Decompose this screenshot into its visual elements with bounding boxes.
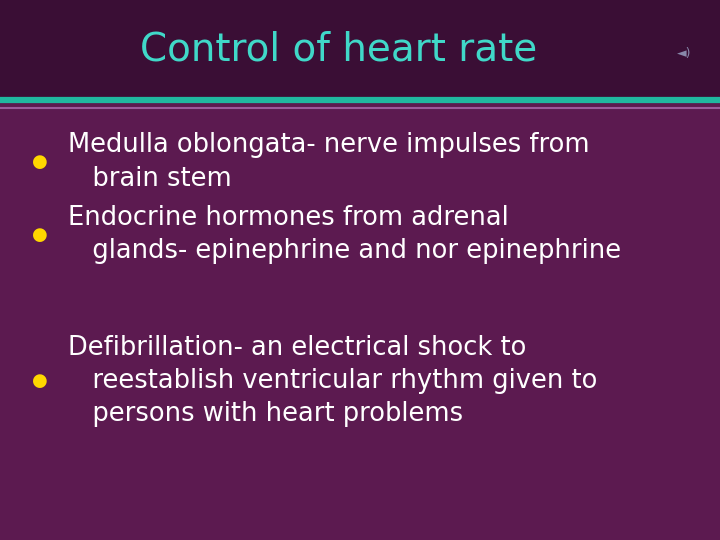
Text: Medulla oblongata- nerve impulses from
   brain stem: Medulla oblongata- nerve impulses from b…	[68, 132, 590, 192]
Bar	[0, 0, 720, 100]
Text: ◄): ◄)	[677, 48, 691, 60]
Text: Endocrine hormones from adrenal
   glands- epinephrine and nor epinephrine: Endocrine hormones from adrenal glands- …	[68, 205, 621, 265]
Text: Defibrillation- an electrical shock to
   reestablish ventricular rhythm given t: Defibrillation- an electrical shock to r…	[68, 335, 598, 427]
Text: Control of heart rate: Control of heart rate	[140, 31, 537, 69]
Text: ●: ●	[32, 226, 48, 244]
Text: ●: ●	[32, 153, 48, 171]
Text: ●: ●	[32, 372, 48, 390]
